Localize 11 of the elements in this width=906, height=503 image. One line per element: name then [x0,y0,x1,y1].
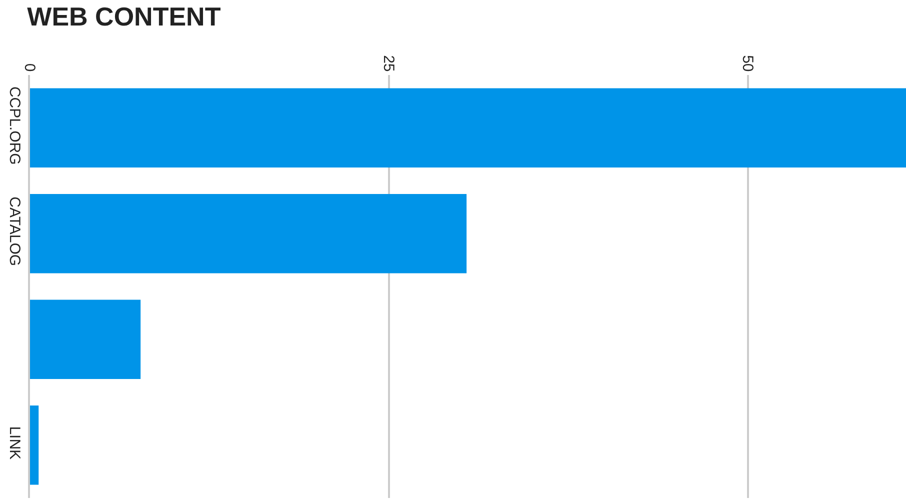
bar [30,405,39,485]
x-tick-label: 50 [739,55,756,72]
bar [30,88,906,168]
y-tick-label: CATALOG [6,196,23,266]
bar [30,194,467,274]
chart-title: WEB CONTENT [27,2,221,32]
bar [30,300,141,380]
y-tick-label: CCPL.ORG [6,86,23,165]
x-tick-label: 25 [380,55,398,72]
y-tick-label: LINK [6,426,23,460]
x-tick-label: 0 [21,63,38,72]
